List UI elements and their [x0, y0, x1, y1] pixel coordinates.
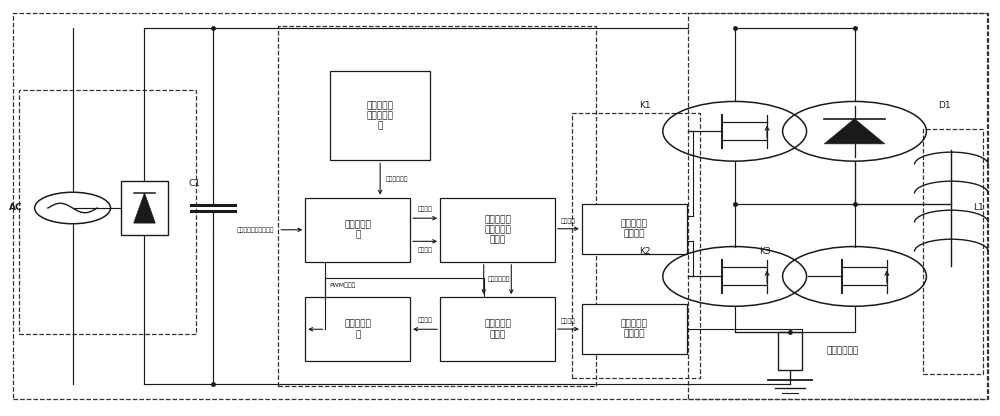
Text: 系统冲次设
置及参数配
置: 系统冲次设 置及参数配 置	[367, 101, 394, 131]
Text: D1: D1	[938, 102, 951, 110]
Text: 电流信号: 电流信号	[561, 319, 576, 324]
Text: K3: K3	[759, 247, 771, 255]
Bar	[688, 13, 987, 399]
Bar	[923, 129, 983, 374]
Text: 驱动步骤: 驱动步骤	[418, 248, 433, 253]
Bar	[278, 25, 596, 386]
Bar	[440, 297, 555, 362]
Polygon shape	[824, 119, 885, 144]
Text: 励磁、消磁电流参考值: 励磁、消磁电流参考值	[237, 227, 274, 233]
Bar	[778, 332, 802, 370]
Text: 差分式电流
采样电路: 差分式电流 采样电路	[621, 319, 648, 339]
Text: L1: L1	[973, 203, 984, 213]
Polygon shape	[134, 193, 155, 223]
Bar	[440, 198, 555, 262]
Bar	[305, 297, 410, 362]
Text: 驱动步骤: 驱动步骤	[418, 206, 433, 212]
Text: 电流电压幅
值采样: 电流电压幅 值采样	[484, 319, 511, 339]
Text: 驱动信号: 驱动信号	[561, 218, 576, 224]
Text: K2: K2	[639, 247, 651, 255]
Bar	[582, 304, 687, 354]
Bar	[572, 113, 700, 378]
Bar	[305, 198, 410, 262]
Text: 电流采样电阻: 电流采样电阻	[827, 347, 859, 356]
Text: C1: C1	[188, 178, 200, 188]
Text: 功率开关管
驱动电路: 功率开关管 驱动电路	[621, 219, 648, 238]
Text: AC: AC	[9, 203, 23, 213]
Text: 电流幅值: 电流幅值	[418, 317, 433, 323]
Text: 过程时序控
制: 过程时序控 制	[344, 220, 371, 240]
Text: 电流采样触发: 电流采样触发	[488, 277, 510, 282]
Bar	[121, 181, 168, 235]
Text: PWM占空比: PWM占空比	[329, 282, 356, 288]
Bar	[19, 90, 196, 334]
Text: 驱动信号及
采样触发信
号处理: 驱动信号及 采样触发信 号处理	[484, 215, 511, 245]
Text: 电流闭环控
制: 电流闭环控 制	[344, 319, 371, 339]
Text: 脉冲时序参数: 脉冲时序参数	[386, 176, 409, 182]
Bar	[330, 71, 430, 160]
Bar	[582, 204, 687, 254]
Text: K1: K1	[639, 102, 651, 110]
